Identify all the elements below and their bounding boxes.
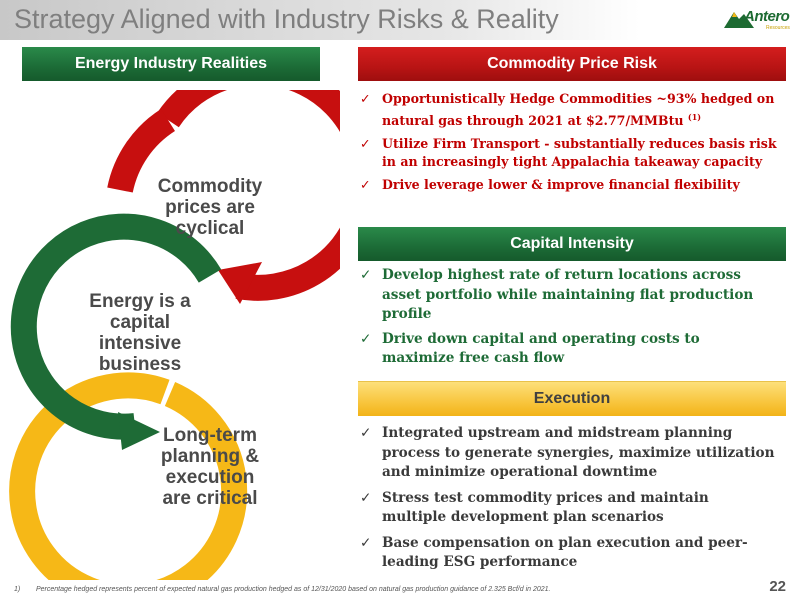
logo-name: Antero [744, 8, 790, 25]
antero-logo-icon [724, 12, 754, 28]
header-industry-realities: Energy Industry Realities [22, 47, 320, 81]
logo-subtitle: Resources [766, 25, 790, 31]
commodity-bullet-list: ✓ Opportunistically Hedge Commodities ~93… [356, 90, 786, 199]
check-icon: ✓ [360, 136, 371, 152]
check-icon: ✓ [360, 534, 372, 551]
check-icon: ✓ [360, 267, 372, 283]
green-cycle-arrow [10, 213, 222, 450]
list-item: ✓ Integrated upstream and midstream plann… [360, 425, 775, 480]
capital-bullet-list: ✓ Develop highest rate of return location… [356, 266, 776, 374]
check-icon: ✓ [360, 330, 372, 347]
header-execution: Execution [358, 381, 786, 416]
title-bar [0, 0, 800, 40]
slide-title: Strategy Aligned with Industry Risks & R… [14, 4, 559, 34]
red-cycle-arrow [107, 90, 340, 304]
execution-bullet-list: ✓ Integrated upstream and midstream plann… [356, 424, 776, 579]
list-item: ✓ Drive down capital and operating costs … [360, 330, 700, 367]
list-item: ✓ Utilize Firm Transport - substantially … [360, 136, 777, 170]
cycle-text-commodity: Commodity prices are cyclical [157, 176, 263, 239]
header-commodity-price-risk: Commodity Price Risk [358, 47, 786, 81]
list-item: ✓ Drive leverage lower & improve financia… [360, 177, 740, 193]
list-item: ✓ Develop highest rate of return location… [360, 267, 754, 322]
list-item: ✓ Stress test commodity prices and mainta… [360, 489, 709, 526]
cycle-text-capital: Energy is a capital intensive business [89, 291, 191, 375]
check-icon: ✓ [360, 489, 372, 506]
check-icon: ✓ [360, 425, 372, 441]
list-item: ✓ Opportunistically Hedge Commodities ~93… [360, 91, 775, 129]
cycle-text-planning: Long-term planning & execution are critical [160, 425, 260, 509]
footnote: 1) Percentage hedged represents percent o… [14, 586, 551, 593]
check-icon: ✓ [360, 91, 371, 106]
page-number: 22 [769, 578, 786, 595]
header-capital-intensity: Capital Intensity [358, 227, 786, 261]
check-icon: ✓ [360, 177, 371, 193]
list-item: ✓ Base compensation on plan execution and… [360, 534, 748, 571]
cycle-diagram [9, 90, 340, 580]
